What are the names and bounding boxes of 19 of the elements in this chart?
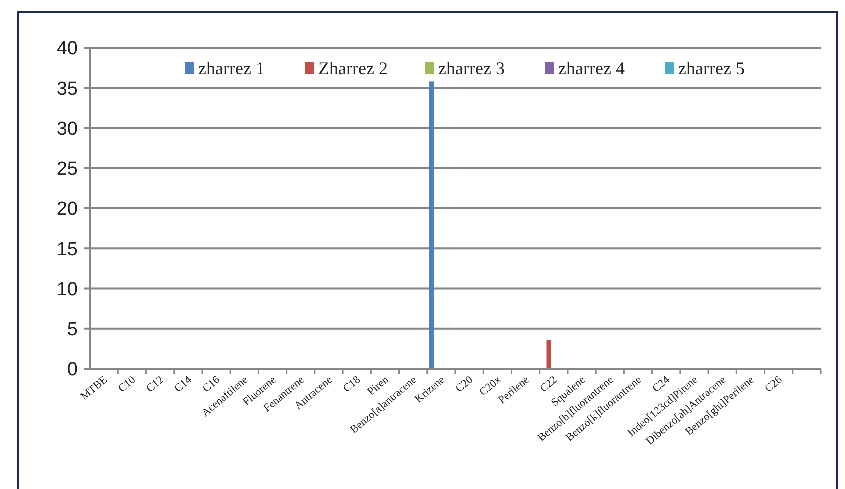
y-tick-label: 5 — [67, 320, 78, 341]
legend-label: Zharrez 2 — [318, 58, 388, 78]
x-tick-label: C14 — [172, 374, 195, 396]
legend-label: zharrez 3 — [438, 58, 505, 78]
x-tick-label: C26 — [762, 374, 786, 396]
legend-label: zharrez 5 — [678, 58, 745, 78]
legend-label: zharrez 4 — [558, 58, 625, 78]
y-tick-label: 35 — [56, 78, 78, 100]
y-tick-label: 10 — [56, 279, 78, 300]
y-tick-label: 25 — [56, 159, 78, 180]
y-tick-label: 40 — [56, 38, 78, 60]
y-tick-label: 20 — [56, 199, 78, 220]
x-tick-label: C20 — [454, 374, 476, 396]
y-tick-label: 0 — [67, 360, 78, 381]
x-tick-label: C10 — [116, 374, 138, 396]
x-tick-label: C12 — [144, 374, 166, 396]
y-tick-label: 15 — [56, 239, 78, 260]
y-tick-label: 30 — [56, 118, 78, 140]
legend-label: zharrez 1 — [198, 58, 265, 78]
